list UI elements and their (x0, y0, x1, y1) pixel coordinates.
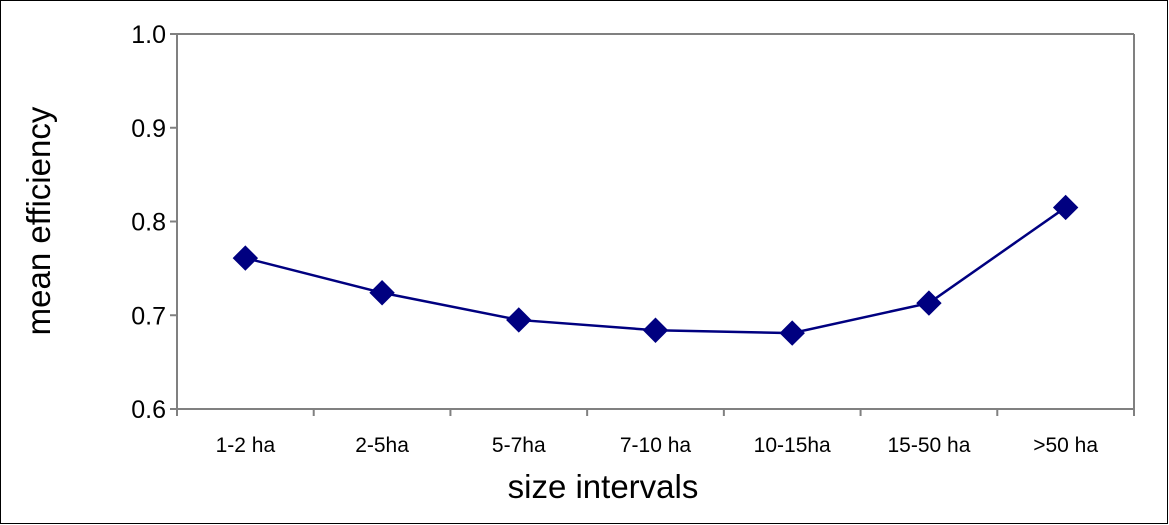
data-point-marker (779, 320, 805, 346)
data-point-marker (1052, 194, 1079, 221)
series-group (232, 194, 1079, 346)
y-tick-label: 0.9 (131, 115, 166, 143)
data-point-marker (642, 317, 669, 343)
x-tick-label: 15-50 ha (887, 434, 970, 457)
x-axis-title: size intervals (508, 468, 699, 505)
data-point-marker (369, 280, 395, 306)
x-axis: 1-2 ha 2-5ha 5-7ha 7-10 ha 10-15ha 15-50 ha >5… (176, 408, 1135, 457)
y-tick-label: 0.8 (131, 209, 166, 237)
x-tick-label: 10-15ha (754, 434, 831, 457)
data-point-marker (232, 245, 259, 271)
x-tick-label: 1-2 ha (216, 434, 276, 457)
y-tick-label: 0.6 (131, 396, 166, 424)
y-tick-label: 0.7 (131, 302, 166, 330)
x-tick-label: 7-10 ha (620, 434, 692, 457)
x-tick-label: >50 ha (1033, 434, 1098, 457)
data-point-marker (506, 307, 532, 333)
y-axis: 1.0 0.9 0.8 0.7 0.6 (131, 21, 1135, 424)
y-axis-title: mean efficiency (20, 106, 57, 335)
data-point-marker (916, 290, 942, 316)
x-tick-label: 5-7ha (492, 434, 546, 457)
x-tick-label: 2-5ha (355, 434, 409, 457)
y-tick-label: 1.0 (131, 21, 166, 49)
